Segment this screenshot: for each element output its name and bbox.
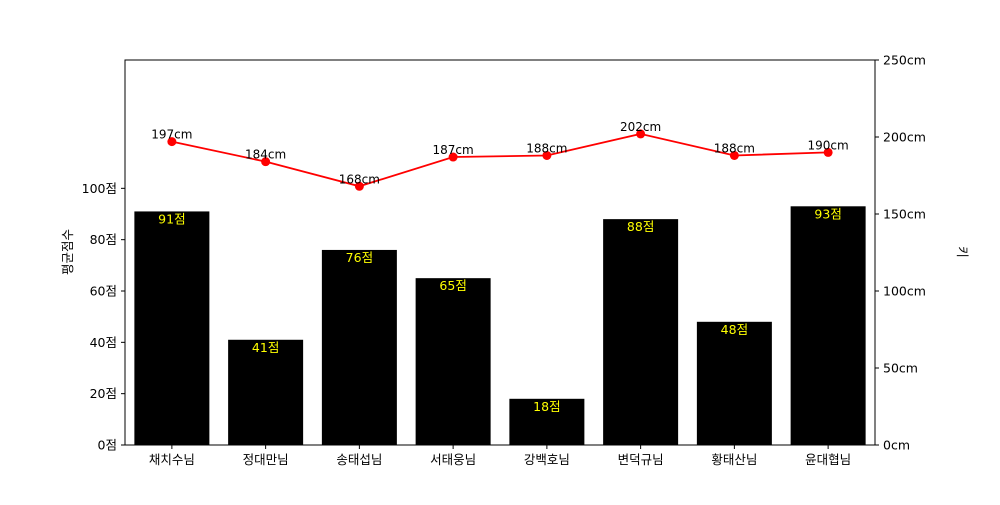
bar-value-label: 76점 (346, 250, 373, 265)
bar-value-label: 41점 (252, 340, 279, 355)
height-marker (167, 137, 177, 147)
right-axis-tick-label: 0cm (883, 438, 910, 453)
bar (696, 321, 772, 445)
height-marker (542, 150, 552, 160)
height-value-label: 197cm (151, 128, 192, 142)
height-marker (354, 181, 364, 191)
height-value-label: 188cm (714, 141, 755, 155)
height-marker (448, 152, 458, 162)
x-axis-tick-label: 황태산님 (711, 452, 757, 467)
bar (228, 339, 304, 445)
height-value-label: 184cm (245, 148, 286, 162)
height-value-label: 188cm (526, 141, 567, 155)
bar (415, 278, 491, 445)
left-axis-tick-label: 80점 (90, 232, 117, 247)
height-line (171, 132, 829, 188)
bar (321, 249, 397, 445)
left-axis-tick-label: 100점 (82, 181, 117, 196)
right-axis-tick-label: 50cm (883, 361, 918, 376)
bar-value-label: 18점 (533, 399, 560, 414)
x-axis-tick-label: 송태섭님 (336, 452, 382, 467)
right-axis-tick-label: 200cm (883, 130, 926, 145)
right-axis-tick-label: 150cm (883, 207, 926, 222)
height-marker (823, 147, 833, 157)
height-marker (636, 129, 646, 139)
height-value-label: 202cm (620, 120, 661, 134)
bar-value-label: 65점 (439, 278, 466, 293)
bar-value-label: 48점 (721, 322, 748, 337)
x-axis-tick-label: 정대만님 (243, 452, 289, 467)
right-axis-label: 키 (955, 246, 970, 258)
bar (603, 219, 679, 445)
height-value-label: 190cm (808, 138, 849, 152)
left-axis-tick-label: 60점 (90, 284, 117, 299)
bar (134, 211, 210, 445)
height-value-label: 187cm (433, 143, 474, 157)
right-axis-tick-label: 250cm (883, 53, 926, 68)
x-axis-tick-label: 강백호님 (524, 452, 570, 467)
x-axis-tick-label: 서태웅님 (430, 452, 476, 467)
left-axis-tick-label: 20점 (90, 386, 117, 401)
bar (509, 398, 585, 445)
height-value-label: 168cm (339, 172, 380, 186)
left-axis-label: 평균점수 (60, 229, 75, 275)
right-axis-tick-label: 100cm (883, 284, 926, 299)
height-marker (729, 150, 739, 160)
plot-frame (124, 59, 876, 446)
x-axis-tick-label: 채치수님 (149, 452, 195, 467)
left-axis-tick-label: 0점 (98, 438, 117, 453)
x-axis-tick-label: 윤대협님 (805, 452, 851, 467)
x-axis-tick-label: 변덕규님 (618, 452, 664, 467)
bar (790, 206, 866, 445)
bar-value-label: 93점 (814, 206, 841, 221)
bar-value-label: 91점 (158, 211, 185, 226)
bar-value-label: 88점 (627, 219, 654, 234)
left-axis-tick-label: 40점 (90, 335, 117, 350)
height-marker (261, 157, 271, 167)
